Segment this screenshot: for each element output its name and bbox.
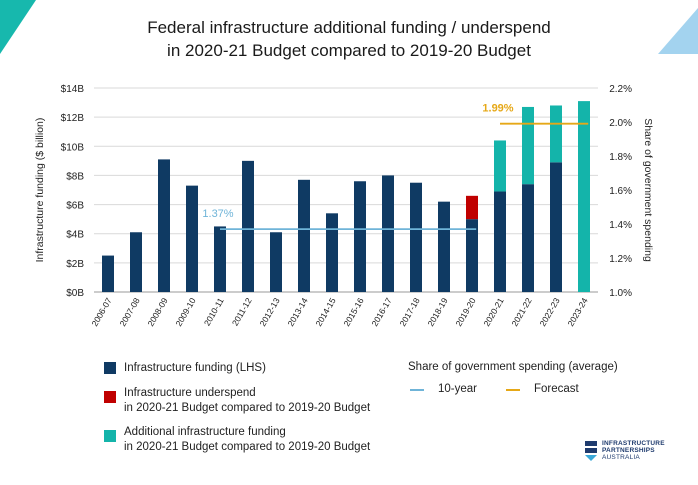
y-axis-title: Infrastructure funding ($ billion) xyxy=(34,118,46,263)
x-tick-label: 2012-13 xyxy=(257,296,281,328)
legend-label-underspend-line-2: in 2020-21 Budget compared to 2019-20 Bu… xyxy=(124,402,371,414)
bar-funding xyxy=(186,185,198,292)
bar-additional xyxy=(578,101,590,292)
x-tick-label: 2013-14 xyxy=(285,296,309,328)
x-tick-label: 2017-18 xyxy=(397,296,421,328)
legend-label-additional: Additional infrastructure funding in 202… xyxy=(124,425,370,455)
chart-title-line-1: Federal infrastructure additional fundin… xyxy=(147,18,551,37)
y2-tick-label: 1.2% xyxy=(609,254,632,265)
legend-line-forecast xyxy=(506,389,520,391)
y-tick-label: $10B xyxy=(61,142,85,153)
x-tick-label: 2014-15 xyxy=(313,296,337,328)
bar-funding xyxy=(326,213,338,292)
x-tick-label: 2020-21 xyxy=(481,296,505,328)
bar-additional xyxy=(522,106,534,185)
corner-decoration-right xyxy=(658,8,698,54)
bar-funding xyxy=(382,175,394,292)
bar-funding xyxy=(242,160,254,292)
forecast-average-label: 1.99% xyxy=(482,103,513,115)
logo-text-line-2: PARTNERSHIPS xyxy=(602,447,655,454)
y-tick-label: $14B xyxy=(61,84,85,95)
bar-funding xyxy=(270,232,282,292)
legend-swatch-underspend xyxy=(104,391,116,403)
x-tick-label: 2008-09 xyxy=(145,296,169,328)
legend-line-ten-year xyxy=(410,389,424,391)
y-tick-label: $6B xyxy=(66,201,84,212)
x-tick-label: 2016-17 xyxy=(369,296,393,328)
legend-swatch-funding xyxy=(104,362,116,374)
x-tick-label: 2015-16 xyxy=(341,296,365,328)
x-tick-label: 2018-19 xyxy=(425,296,449,328)
y2-tick-label: 1.0% xyxy=(609,288,632,299)
chart-title: Federal infrastructure additional fundin… xyxy=(0,16,698,62)
legend-swatch-additional xyxy=(104,430,116,442)
legend-share-title: Share of government spending (average) xyxy=(408,361,618,373)
bar-funding xyxy=(466,219,478,292)
bar-funding xyxy=(158,159,170,292)
legend-label-ten-year: 10-year xyxy=(438,383,477,395)
bar-funding xyxy=(298,179,310,292)
bar-funding xyxy=(410,182,422,292)
bar-funding xyxy=(438,201,450,292)
x-tick-label: 2007-08 xyxy=(117,296,141,328)
y-tick-label: $8B xyxy=(66,171,84,182)
bar-funding xyxy=(522,184,534,292)
bar-funding xyxy=(130,232,142,292)
legend-label-additional-line-2: in 2020-21 Budget compared to 2019-20 Bu… xyxy=(124,441,371,453)
y2-tick-label: 2.2% xyxy=(609,84,632,95)
bar-underspend xyxy=(466,195,478,220)
y-tick-label: $0B xyxy=(66,288,84,299)
logo-text: INFRASTRUCTURE PARTNERSHIPS AUSTRALIA xyxy=(602,440,665,461)
y2-tick-label: 1.4% xyxy=(609,220,632,231)
x-tick-label: 2010-11 xyxy=(202,296,226,328)
bar-additional xyxy=(494,140,506,192)
bar-funding xyxy=(102,255,114,292)
chart-title-line-2: in 2020-21 Budget compared to 2019-20 Bu… xyxy=(167,41,531,60)
bar-additional xyxy=(550,105,562,163)
legend-label-funding: Infrastructure funding (LHS) xyxy=(124,362,266,374)
y-tick-label: $2B xyxy=(66,259,84,270)
logo-mark-icon xyxy=(585,441,597,461)
bar-funding xyxy=(550,162,562,292)
y2-tick-label: 1.8% xyxy=(609,152,632,163)
bar-funding xyxy=(354,181,366,292)
logo-text-line-1: INFRASTRUCTURE xyxy=(602,440,665,447)
legend-label-underspend: Infrastructure underspend in 2020-21 Bud… xyxy=(124,386,370,416)
logo-text-line-3: AUSTRALIA xyxy=(602,454,640,461)
x-tick-label: 2022-23 xyxy=(537,296,561,328)
y-tick-label: $4B xyxy=(66,230,84,241)
y2-tick-label: 1.6% xyxy=(609,186,632,197)
bar-funding xyxy=(494,191,506,292)
legend-label-underspend-line-1: Infrastructure underspend xyxy=(124,387,256,399)
ten-year-average-label: 1.37% xyxy=(202,208,233,220)
x-tick-label: 2023-24 xyxy=(565,296,589,328)
bar-funding xyxy=(214,226,226,292)
y-tick-label: $12B xyxy=(61,113,85,124)
y2-axis-title: Share of government spending xyxy=(642,118,654,262)
x-tick-label: 2021-22 xyxy=(509,296,533,328)
x-tick-label: 2011-12 xyxy=(230,296,254,328)
x-tick-label: 2006-07 xyxy=(89,296,113,328)
legend-label-additional-line-1: Additional infrastructure funding xyxy=(124,426,286,438)
x-tick-label: 2019-20 xyxy=(453,296,477,328)
chart-area: $0B $2B $4B $6B $8B $10B $12B $14B 1.0% 1.2% 1.4% 1… xyxy=(34,84,654,328)
legend-label-forecast: Forecast xyxy=(534,383,579,395)
corner-decoration-left xyxy=(0,0,36,54)
y2-tick-label: 2.0% xyxy=(609,118,632,129)
x-tick-label: 2009-10 xyxy=(173,296,197,328)
